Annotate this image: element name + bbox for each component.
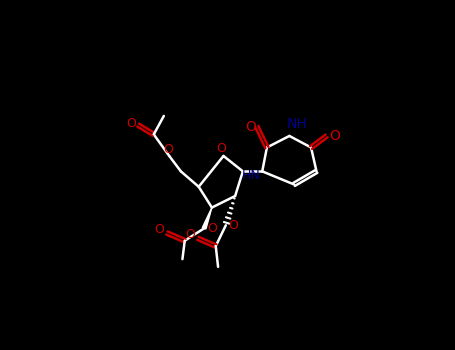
Text: O: O: [185, 228, 195, 241]
Text: O: O: [163, 142, 172, 155]
Text: O: O: [126, 117, 136, 130]
Text: O: O: [216, 142, 226, 155]
Text: O: O: [154, 223, 164, 236]
Text: O: O: [207, 222, 217, 235]
Text: O: O: [229, 219, 238, 232]
Text: HN: HN: [242, 169, 261, 182]
Polygon shape: [202, 208, 212, 229]
Text: O: O: [329, 129, 340, 143]
Text: O: O: [245, 120, 256, 134]
Text: NH: NH: [287, 117, 308, 131]
